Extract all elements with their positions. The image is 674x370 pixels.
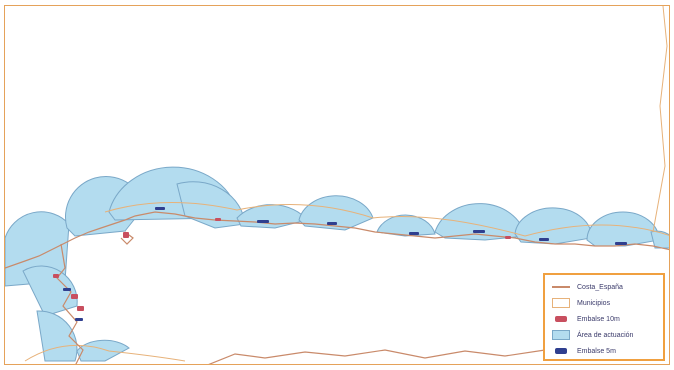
dam-5m-marker [63, 288, 71, 291]
dam-5m-marker [257, 220, 269, 223]
legend-label: Embalse 10m [577, 315, 620, 323]
legend-swatch [551, 297, 571, 309]
legend-swatch [551, 345, 571, 357]
dam-10m-marker [123, 232, 129, 238]
action-area-circle [376, 214, 436, 237]
action-area-circle [586, 211, 660, 247]
dam-5m-marker [539, 238, 549, 241]
action-area-circle [298, 195, 374, 231]
action-area-circle [650, 230, 669, 249]
dam-5m-markers [63, 207, 627, 321]
dam-10m-marker [215, 218, 221, 221]
legend-label: Área de actuación [577, 331, 634, 339]
dam-5m-marker [473, 230, 485, 233]
legend-item: Costa_España [551, 279, 659, 295]
legend-swatch [551, 313, 571, 325]
map-view[interactable]: Costa_España Municipios Embalse 10m Área de… [4, 5, 670, 365]
dam-10m-marker [505, 236, 511, 239]
dam-5m-marker [75, 318, 83, 321]
dam-5m-marker [409, 232, 419, 235]
action-area-circle [36, 310, 78, 362]
legend-swatch [551, 281, 571, 293]
dam-10m-marker [53, 274, 59, 278]
legend-swatch [551, 329, 571, 341]
action-area-buffers [5, 166, 669, 362]
legend-label: Costa_España [577, 283, 623, 291]
dam-10m-marker [77, 306, 84, 311]
legend-label: Embalse 5m [577, 347, 616, 355]
action-area-circle [22, 265, 78, 317]
legend-item: Municipios [551, 295, 659, 311]
map-canvas[interactable] [5, 6, 670, 365]
legend-item: Área de actuación [551, 327, 659, 343]
dam-10m-marker [71, 294, 78, 299]
dam-5m-marker [327, 222, 337, 225]
municipal-borders [24, 6, 669, 362]
legend-item: Embalse 5m [551, 343, 659, 359]
dam-10m-markers [53, 218, 511, 311]
coast-line [5, 211, 669, 364]
dam-5m-marker [615, 242, 627, 245]
legend-item: Embalse 10m [551, 311, 659, 327]
action-area-circle [76, 339, 130, 362]
map-legend: Costa_España Municipios Embalse 10m Área de… [543, 273, 665, 361]
dam-5m-marker [155, 207, 165, 210]
legend-label: Municipios [577, 299, 611, 307]
